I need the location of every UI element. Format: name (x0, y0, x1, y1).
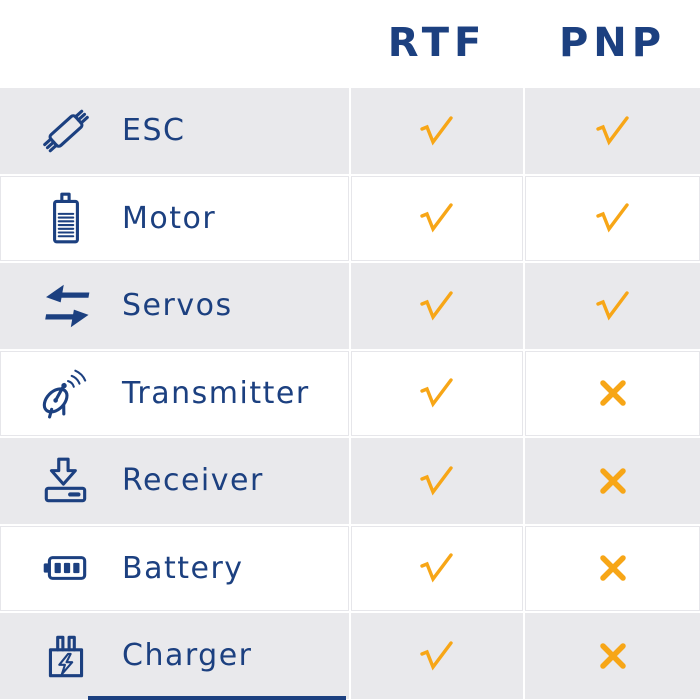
pnp-mark-cell (525, 525, 700, 611)
row-label: Servos (122, 288, 233, 324)
check-icon (595, 116, 629, 146)
pnp-mark-cell (525, 350, 700, 436)
rtf-mark-cell (351, 613, 523, 699)
rtf-mark-cell (351, 175, 523, 261)
comparison-grid: ESC Motor (0, 88, 700, 699)
check-icon (595, 203, 629, 233)
esc-icon (38, 103, 94, 159)
rtf-mark-cell (351, 525, 523, 611)
pnp-mark-cell (525, 613, 700, 699)
pnp-mark-cell (525, 88, 700, 174)
charger-icon (38, 628, 94, 684)
column-header-pnp: PNP (558, 20, 667, 66)
table-row: Battery (0, 525, 349, 611)
rtf-mark-cell (351, 263, 523, 349)
row-label: Battery (122, 550, 244, 586)
rtf-mark-cell (351, 88, 523, 174)
check-icon (595, 291, 629, 321)
check-icon (420, 291, 453, 321)
cross-icon (599, 380, 626, 406)
pnp-mark-cell (525, 263, 700, 349)
column-header-rtf: RTF (387, 20, 487, 66)
table-row: Receiver (0, 438, 349, 524)
check-icon (420, 203, 453, 233)
receiver-icon (38, 453, 94, 509)
transmitter-icon (38, 365, 94, 421)
check-icon (420, 466, 453, 496)
motor-icon (38, 190, 94, 246)
pnp-mark-cell (525, 438, 700, 524)
check-icon (420, 641, 453, 671)
table-row: Charger (0, 613, 349, 699)
cropped-footer-bar (88, 696, 346, 700)
pnp-mark-cell (525, 175, 700, 261)
servos-icon (38, 278, 94, 334)
check-icon (420, 116, 453, 146)
rtf-mark-cell (351, 438, 523, 524)
row-label: ESC (122, 113, 186, 149)
row-label: Charger (122, 638, 253, 674)
row-label: Motor (122, 200, 217, 236)
table-header: RTF PNP (0, 0, 700, 86)
rtf-mark-cell (351, 350, 523, 436)
cross-icon (599, 643, 626, 669)
cross-icon (599, 468, 626, 494)
table-row: ESC (0, 88, 349, 174)
table-row: Motor (0, 175, 349, 261)
table-row: Transmitter (0, 350, 349, 436)
check-icon (420, 553, 453, 583)
battery-icon (38, 540, 94, 596)
check-icon (420, 378, 453, 408)
row-label: Transmitter (122, 375, 310, 411)
row-label: Receiver (122, 463, 264, 499)
cross-icon (599, 555, 626, 581)
table-row: Servos (0, 263, 349, 349)
